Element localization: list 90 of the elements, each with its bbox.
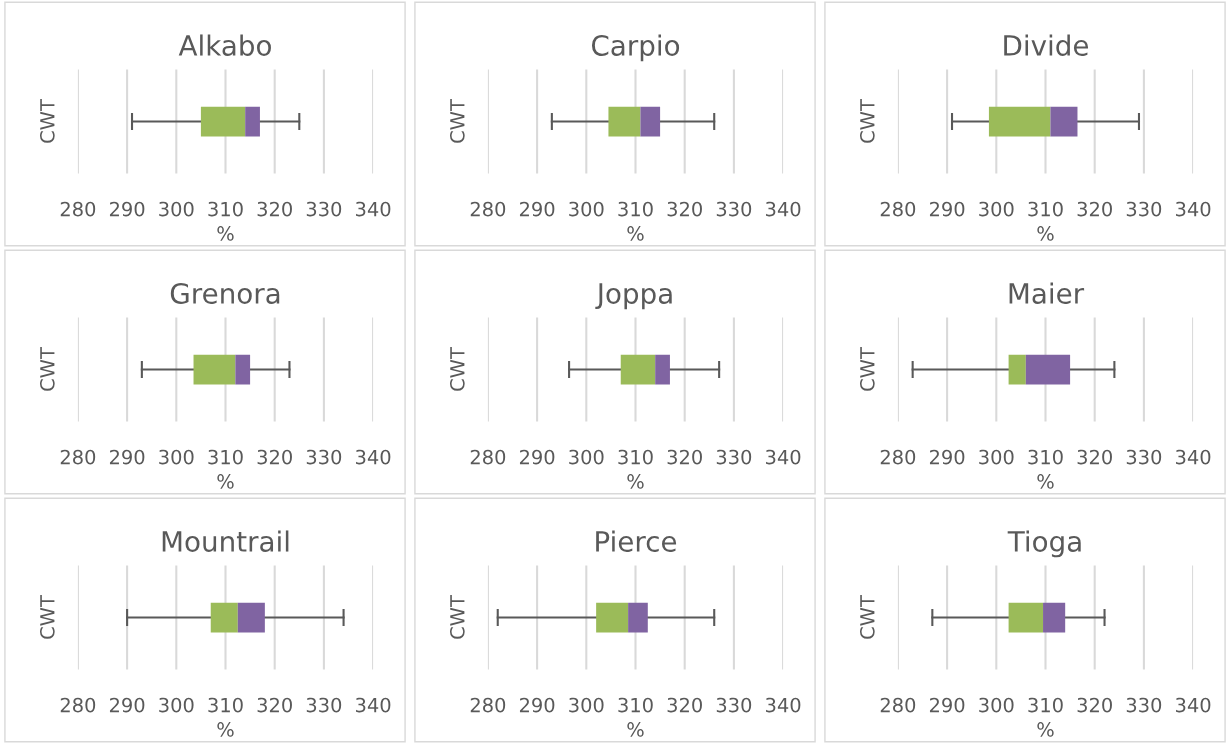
x-tick-label: 310	[208, 697, 243, 713]
chart-title: Tioga	[1007, 530, 1081, 558]
x-tick-label: 290	[519, 201, 555, 217]
x-tick-label: 330	[306, 449, 342, 465]
chart-title: Mountrail	[162, 530, 289, 552]
x-tick-label: 320	[1077, 449, 1112, 465]
y-axis-title: CWT	[449, 595, 465, 639]
x-tick-label: 280	[470, 201, 506, 217]
chart-title: Alkabo	[178, 34, 271, 56]
chart-title: Maier	[1009, 282, 1085, 304]
x-tick-label: 300	[569, 449, 604, 465]
x-tick-label: 300	[979, 697, 1014, 713]
x-tick-label: 280	[470, 449, 506, 465]
x-tick-label: 300	[159, 697, 194, 713]
x-axis-title: %	[1037, 474, 1054, 489]
x-tick-label: 310	[1028, 449, 1063, 465]
x-tick-label: 280	[880, 201, 916, 217]
x-tick-label: 290	[929, 201, 965, 217]
x-tick-label: 310	[618, 201, 653, 217]
x-tick-label: 320	[257, 697, 292, 713]
x-tick-label: 280	[470, 697, 506, 713]
chart-title: Joppa	[595, 283, 672, 310]
x-tick-label: 300	[569, 201, 604, 217]
x-axis-title: %	[217, 226, 234, 241]
x-tick-label: 330	[1126, 697, 1162, 713]
y-axis-title: CWT	[39, 347, 55, 391]
x-tick-label: 310	[1028, 697, 1063, 713]
chart-title: Divide	[1004, 34, 1089, 56]
y-axis-title: CWT	[449, 347, 465, 391]
x-tick-label: 280	[60, 201, 96, 217]
x-tick-label: 330	[716, 449, 752, 465]
x-tick-label: 300	[159, 449, 194, 465]
x-tick-label: 290	[109, 697, 145, 713]
x-tick-label: 310	[208, 201, 243, 217]
x-tick-label: 340	[1176, 697, 1211, 713]
x-tick-label: 280	[60, 697, 96, 713]
x-tick-label: 310	[208, 449, 243, 465]
x-tick-label: 290	[109, 201, 145, 217]
x-tick-label: 330	[306, 201, 342, 217]
y-axis-title: CWT	[39, 99, 55, 143]
y-axis-title: CWT	[859, 595, 875, 639]
x-tick-label: 330	[716, 201, 752, 217]
x-tick-label: 340	[356, 449, 391, 465]
x-tick-label: 290	[519, 697, 555, 713]
x-tick-label: 290	[929, 697, 965, 713]
x-tick-label: 320	[257, 449, 292, 465]
x-axis-title: %	[1037, 226, 1054, 241]
x-tick-label: 340	[356, 697, 391, 713]
x-tick-label: 300	[569, 697, 604, 713]
x-axis-title: %	[627, 722, 644, 737]
x-tick-label: 280	[60, 449, 96, 465]
x-tick-label: 320	[667, 201, 702, 217]
x-tick-label: 320	[667, 449, 702, 465]
x-tick-label: 320	[1077, 201, 1112, 217]
x-tick-label: 340	[766, 449, 801, 465]
x-tick-label: 320	[667, 697, 702, 713]
x-tick-label: 340	[356, 201, 391, 217]
x-tick-label: 330	[306, 697, 342, 713]
x-tick-label: 300	[159, 201, 194, 217]
x-axis-title: %	[217, 722, 234, 737]
x-tick-label: 340	[1176, 449, 1211, 465]
x-tick-label: 300	[979, 449, 1014, 465]
chart-title: Grenora	[170, 282, 280, 304]
y-axis-title: CWT	[39, 595, 55, 639]
x-tick-label: 290	[109, 449, 145, 465]
x-tick-label: 330	[716, 697, 752, 713]
x-axis-title: %	[217, 474, 234, 489]
y-axis-title: CWT	[859, 347, 875, 391]
x-tick-label: 290	[929, 449, 965, 465]
x-tick-label: 310	[618, 697, 653, 713]
x-tick-label: 310	[1028, 201, 1063, 217]
x-tick-label: 280	[880, 449, 916, 465]
x-tick-label: 300	[979, 201, 1014, 217]
x-tick-label: 330	[1126, 449, 1162, 465]
chart-title: Carpio	[591, 34, 680, 62]
x-axis-title: %	[627, 226, 644, 241]
x-tick-label: 320	[257, 201, 292, 217]
x-tick-label: 340	[766, 697, 801, 713]
y-axis-title: CWT	[859, 99, 875, 143]
x-axis-title: %	[627, 474, 644, 489]
x-tick-label: 330	[1126, 201, 1162, 217]
x-tick-label: 290	[519, 449, 555, 465]
chart-title: Pierce	[596, 530, 677, 552]
x-axis-title: %	[1037, 722, 1054, 737]
x-tick-label: 280	[880, 697, 916, 713]
y-axis-title: CWT	[449, 99, 465, 143]
x-tick-label: 310	[618, 449, 653, 465]
x-tick-label: 340	[766, 201, 801, 217]
x-tick-label: 320	[1077, 697, 1112, 713]
x-tick-label: 340	[1176, 201, 1211, 217]
